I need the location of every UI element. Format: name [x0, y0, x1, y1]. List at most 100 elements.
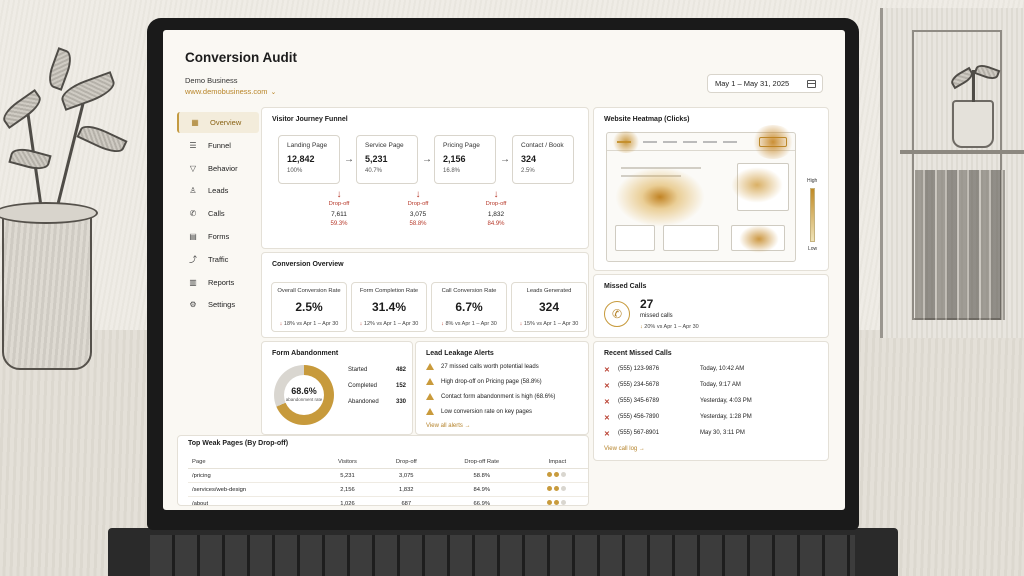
sidebar-item-label: Calls [208, 209, 225, 219]
warning-icon [426, 393, 434, 400]
heat-spot [751, 125, 795, 159]
column-header: Drop-off [375, 456, 437, 469]
missed-call-row[interactable]: ✕ (555) 345-6789 Yesterday, 4:03 PM [604, 398, 752, 406]
funnel-step-name: Pricing Page [443, 142, 480, 149]
legend-high: High [807, 178, 818, 184]
sidebar-item-reports[interactable]: ▥ Reports [177, 272, 259, 293]
missed-calls-change: ↓ 20% vs Apr 1 – Apr 30 [640, 324, 699, 330]
table-row[interactable]: /about 1,026 687 66.9% [188, 496, 588, 510]
funnel-step-value: 5,231 [365, 154, 388, 164]
kpi-card[interactable]: Form Completion Rate 31.4% ↓ 12% vs Apr … [351, 282, 427, 332]
plant-pot [2, 210, 92, 370]
phone-icon: ✆ [604, 301, 630, 327]
sidebar-item-settings[interactable]: ⚙ Settings [177, 294, 259, 315]
heatmap-nav-link [683, 141, 697, 143]
funnel-dropoff: ↓ Drop-off 1,832 84.9% [476, 189, 516, 228]
dropoff-value: 3,075 [409, 211, 427, 218]
kpi-card[interactable]: Call Conversion Rate 6.7% ↓ 8% vs Apr 1 … [431, 282, 507, 332]
abandonment-row: Abandoned 330 [348, 399, 406, 405]
view-all-alerts-link[interactable]: View all alerts → [426, 423, 471, 429]
funnel-step[interactable]: Landing Page 12,842 100% [278, 135, 340, 184]
heatmap-preview[interactable] [606, 125, 796, 262]
missed-call-row[interactable]: ✕ (555) 456-7890 Yesterday, 1:28 PM [604, 414, 752, 422]
gear-icon: ⚙ [189, 300, 197, 310]
heat-spot [739, 225, 779, 253]
plant-pot-rim [0, 202, 98, 224]
small-plant-pot [952, 100, 994, 148]
heat-legend-bar [810, 188, 815, 242]
abandonment-row: Completed 152 [348, 383, 406, 389]
arrow-down-icon: ↓ [279, 321, 284, 327]
sidebar-item-label: Funnel [208, 140, 231, 150]
heatmap-nav-link [723, 141, 737, 143]
dropoff-pct: 59.3% [330, 221, 348, 227]
grid-icon: ▦ [191, 118, 199, 127]
kpi-change: ↓ 15% vs Apr 1 – Apr 30 [519, 321, 579, 327]
missed-call-row[interactable]: ✕ (555) 567-8901 May 30, 3:11 PM [604, 430, 745, 438]
sidebar-item-label: Traffic [208, 254, 229, 264]
view-call-log-link[interactable]: View call log → [604, 446, 645, 452]
funnel-icon: ☰ [189, 140, 197, 150]
column-header: Page [188, 456, 320, 469]
kpi-label: Call Conversion Rate [441, 288, 497, 294]
funnel-step[interactable]: Pricing Page 2,156 16.8% [434, 135, 496, 184]
funnel-card: Visitor Journey Funnel Landing Page 12,8… [261, 107, 589, 249]
kpi-card[interactable]: Overall Conversion Rate 2.5% ↓ 18% vs Ap… [271, 282, 347, 332]
alert-item[interactable]: High drop-off on Pricing page (58.8%) [426, 378, 542, 385]
kpi-value: 324 [538, 300, 560, 314]
kpi-value: 2.5% [295, 300, 323, 314]
business-url-select[interactable]: www.demobusiness.com ⌄ [185, 87, 276, 96]
funnel-step[interactable]: Contact / Book 324 2.5% [512, 135, 574, 184]
heatmap-block [615, 225, 655, 251]
column-header: Visitors [319, 456, 376, 469]
table-row[interactable]: /services/web-design 2,156 1,832 84.9% [188, 482, 588, 497]
date-range-label: May 1 – May 31, 2025 [715, 79, 790, 88]
funnel-title: Visitor Journey Funnel [272, 116, 348, 123]
sidebar-item-overview[interactable]: ▦ Overview [177, 112, 259, 133]
lead-leakage-alerts-card: Lead Leakage Alerts 27 missed calls wort… [415, 341, 589, 435]
sidebar-item-label: Behavior [208, 163, 238, 173]
sidebar-item-traffic[interactable]: ⤴ Traffic [177, 249, 259, 270]
sidebar-item-forms[interactable]: ▤ Forms [177, 226, 259, 247]
abandonment-donut: 68.6% abandonment rate [274, 365, 334, 425]
heat-spot [615, 167, 705, 227]
kpi-card[interactable]: Leads Generated 324 ↓ 15% vs Apr 1 – Apr… [511, 282, 587, 332]
dropoff-pct: 84.9% [487, 221, 505, 227]
page-title: Conversion Audit [185, 50, 298, 65]
arrow-down-icon: ↓ [359, 321, 364, 327]
funnel-step-value: 12,842 [287, 154, 315, 164]
sidebar-item-label: Reports [208, 277, 235, 287]
funnel-step[interactable]: Service Page 5,231 40.7% [356, 135, 418, 184]
sidebar-item-calls[interactable]: ✆ Calls [177, 203, 259, 224]
arrow-right-icon: → [500, 154, 510, 165]
table-row[interactable]: /pricing 5,231 3,075 58.8% [188, 468, 588, 483]
arrow-down-icon: ↓ [493, 189, 499, 200]
date-range-picker[interactable]: May 1 – May 31, 2025 [707, 74, 823, 93]
missed-call-row[interactable]: ✕ (555) 123-9876 Today, 10:42 AM [604, 366, 745, 374]
alert-item[interactable]: Contact form abandonment is high (68.6%) [426, 393, 555, 400]
alert-item[interactable]: Low conversion rate on key pages [426, 408, 532, 415]
heat-spot [731, 167, 783, 203]
donut-center: 68.6% abandonment rate [284, 375, 324, 415]
sidebar-item-label: Settings [208, 300, 236, 310]
arrow-down-icon: ↓ [640, 324, 645, 330]
alerts-title: Lead Leakage Alerts [426, 350, 494, 357]
alert-item[interactable]: 27 missed calls worth potential leads [426, 363, 539, 370]
heatmap-block [663, 225, 719, 251]
sidebar-item-funnel[interactable]: ☰ Funnel [177, 135, 259, 156]
sidebar-item-label: Leads [208, 186, 229, 196]
dropoff-value: 1,832 [487, 211, 505, 218]
recent-missed-calls-card: Recent Missed Calls ✕ (555) 123-9876 Today… [593, 341, 829, 461]
funnel-step-pct: 40.7% [365, 168, 383, 174]
arrow-right-icon: → [422, 154, 432, 165]
warning-icon [426, 408, 434, 415]
warning-icon [426, 378, 434, 385]
recent-calls-title: Recent Missed Calls [604, 350, 672, 357]
missed-call-icon: ✕ [604, 367, 610, 374]
heatmap-nav-link [643, 141, 657, 143]
abandonment-sub: abandonment rate [285, 397, 323, 402]
missed-call-row[interactable]: ✕ (555) 234-5678 Today, 9:17 AM [604, 382, 741, 390]
sidebar-item-leads[interactable]: ♙ Leads [177, 180, 259, 201]
chevron-down-icon: ⌄ [270, 89, 277, 96]
sidebar-item-behavior[interactable]: ▽ Behavior [177, 158, 259, 179]
